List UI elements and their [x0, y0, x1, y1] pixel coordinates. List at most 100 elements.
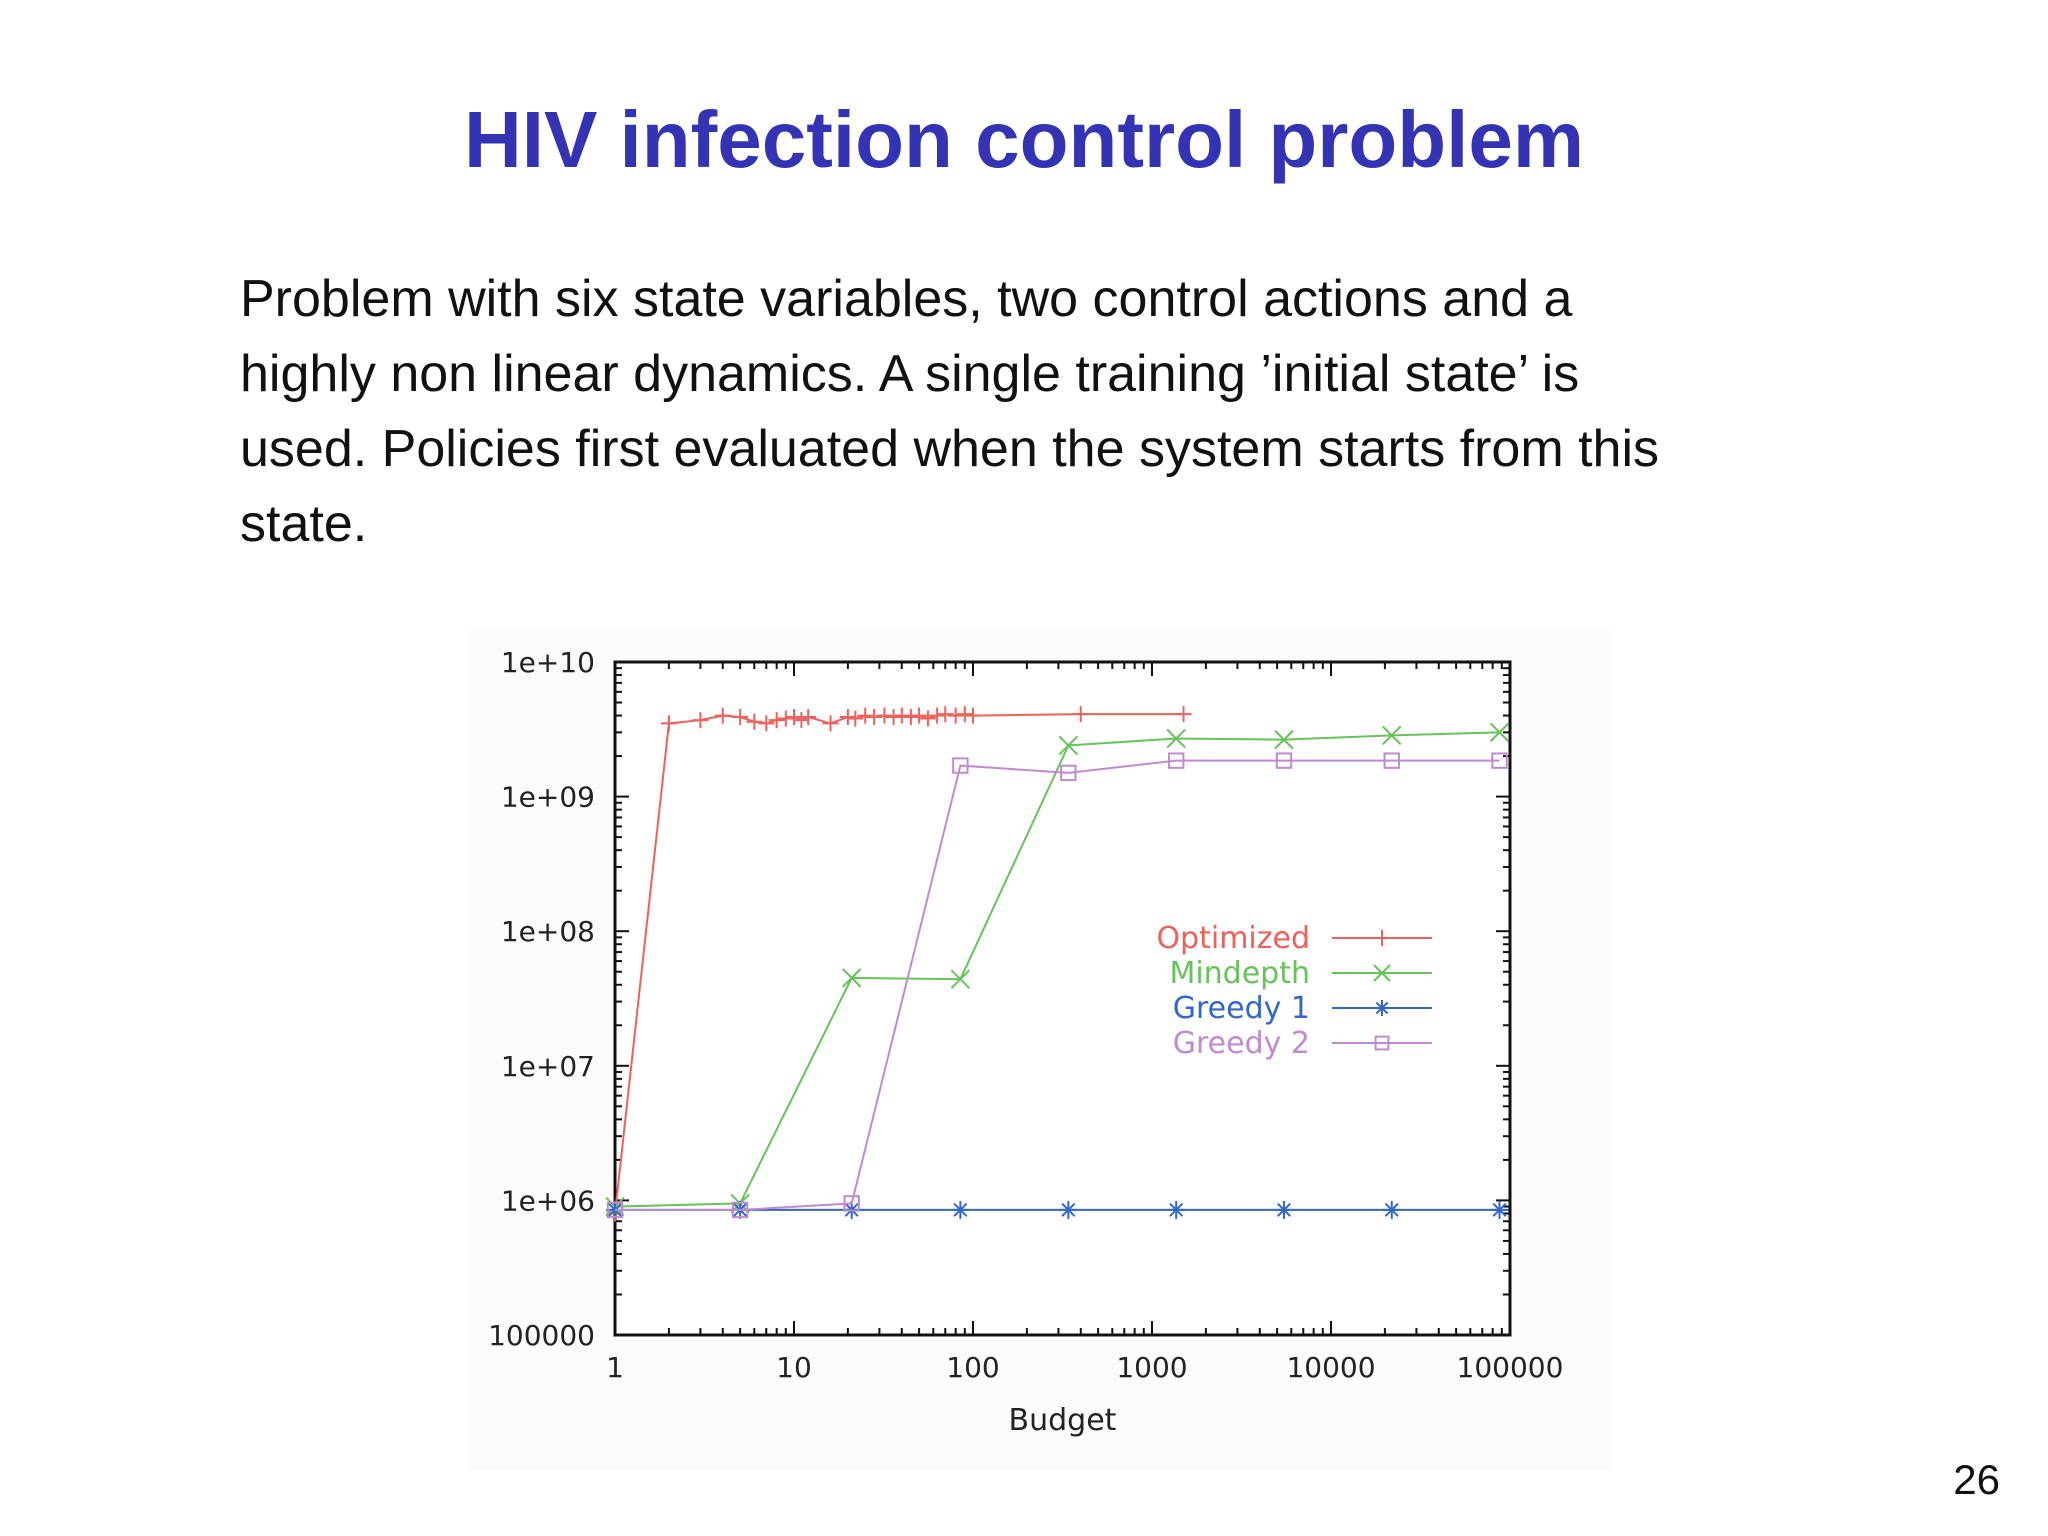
marker-stroke [950, 969, 971, 989]
y-tick-label: 1e+08 [501, 915, 595, 948]
legend-label: Optimized [1156, 921, 1310, 956]
data-point [1167, 1200, 1186, 1219]
legend-label: Greedy 2 [1173, 1026, 1310, 1061]
data-point [1383, 752, 1400, 769]
data-point [956, 706, 973, 723]
data-point [902, 709, 919, 726]
data-point [839, 709, 856, 726]
marker-stroke [1276, 1202, 1291, 1217]
marker-stroke [1382, 725, 1402, 746]
data-point [1491, 752, 1508, 769]
x-tick-label: 100000 [1457, 1351, 1564, 1384]
data-point [876, 707, 893, 724]
body-line: state. [240, 495, 368, 553]
data-point [929, 707, 946, 724]
series-line [615, 759, 1500, 1211]
data-point [952, 757, 969, 774]
data-point [731, 1201, 749, 1219]
legend-label: Greedy 1 [1173, 991, 1310, 1026]
data-point [843, 1195, 860, 1212]
data-point [847, 710, 864, 727]
x-tick-label: 1 [606, 1351, 624, 1384]
marker-stroke [1060, 764, 1077, 782]
marker-stroke [1166, 728, 1186, 749]
series-mindepth [605, 722, 1510, 1217]
data-point [857, 707, 874, 724]
data-point [947, 707, 964, 724]
x-tick-label: 1000 [1116, 1351, 1187, 1384]
marker-stroke [1373, 964, 1391, 982]
marker-stroke [1169, 1202, 1184, 1217]
data-point [1382, 725, 1402, 746]
marker-stroke [1491, 752, 1508, 769]
x-tick-label: 10000 [1286, 1351, 1375, 1384]
data-point [1382, 1200, 1401, 1219]
data-point [786, 709, 802, 726]
data-point [1060, 764, 1077, 782]
data-point [1374, 1035, 1390, 1051]
axis-ticks [614, 662, 1510, 1336]
data-point [732, 709, 749, 726]
data-point [660, 715, 677, 732]
data-point [919, 710, 936, 727]
marker-stroke [1167, 752, 1185, 769]
data-point [1166, 728, 1186, 749]
data-point [692, 712, 709, 729]
data-point [793, 712, 810, 729]
data-point [1274, 729, 1294, 750]
series-greedy-2 [606, 752, 1508, 1219]
data-point [777, 710, 794, 727]
data-point [951, 1200, 970, 1219]
marker-stroke [1375, 1001, 1389, 1015]
data-point [758, 715, 775, 732]
legend-label: Mindepth [1169, 956, 1310, 991]
marker-stroke [1061, 1202, 1076, 1217]
body-line: highly non linear dynamics. A single tra… [240, 345, 1580, 403]
data-point [1058, 735, 1079, 756]
x-axis-label: Budget [1009, 1403, 1117, 1438]
data-point [1274, 1200, 1293, 1219]
y-tick-label: 1e+07 [501, 1050, 595, 1083]
data-point [965, 707, 981, 724]
y-tick-label: 1e+10 [501, 646, 595, 679]
slide-body-text: Problem with six state variables, two co… [240, 262, 1860, 562]
plot-frame [613, 660, 1512, 1337]
data-point [800, 709, 817, 726]
marker-stroke [731, 1201, 749, 1219]
data-point [866, 709, 883, 726]
marker-stroke [953, 1202, 968, 1217]
marker-stroke [952, 757, 969, 774]
data-point [885, 709, 902, 726]
marker-stroke [843, 1195, 860, 1212]
data-point [1373, 964, 1391, 982]
chart: 1 10 100 1000 10000 100000 100000 1e+06 1e+07 1e+… [488, 646, 1564, 1438]
marker-stroke [1384, 1202, 1399, 1217]
chart-container: 1 10 100 1000 10000 100000 100000 1e+06 1e+07 1e+… [470, 630, 1610, 1470]
data-point [1059, 1200, 1078, 1219]
marker-stroke [1383, 752, 1400, 769]
data-point [1275, 752, 1293, 769]
slide-title: HIV infection control problem [463, 95, 1585, 184]
data-point [937, 706, 954, 723]
data-point [1167, 752, 1185, 769]
data-point [1072, 706, 1089, 723]
data-point [822, 715, 839, 732]
data-point [606, 1201, 624, 1219]
marker-stroke [1374, 1035, 1390, 1051]
data-point [714, 707, 731, 724]
page-number: 26 [1953, 1456, 2000, 1503]
data-point [768, 712, 785, 729]
data-point [911, 707, 928, 724]
x-tick-label: 10 [776, 1351, 812, 1384]
marker-stroke [1058, 735, 1079, 756]
body-line: Problem with six state variables, two co… [240, 270, 1573, 328]
data-point [746, 713, 763, 730]
series-greedy-1 [606, 1200, 1509, 1219]
marker-stroke [1274, 729, 1294, 750]
y-tick-label: 1e+09 [501, 781, 595, 814]
marker-stroke [1489, 722, 1510, 743]
data-point [1374, 930, 1390, 946]
data-point [893, 707, 910, 724]
data-point [1490, 1200, 1509, 1219]
